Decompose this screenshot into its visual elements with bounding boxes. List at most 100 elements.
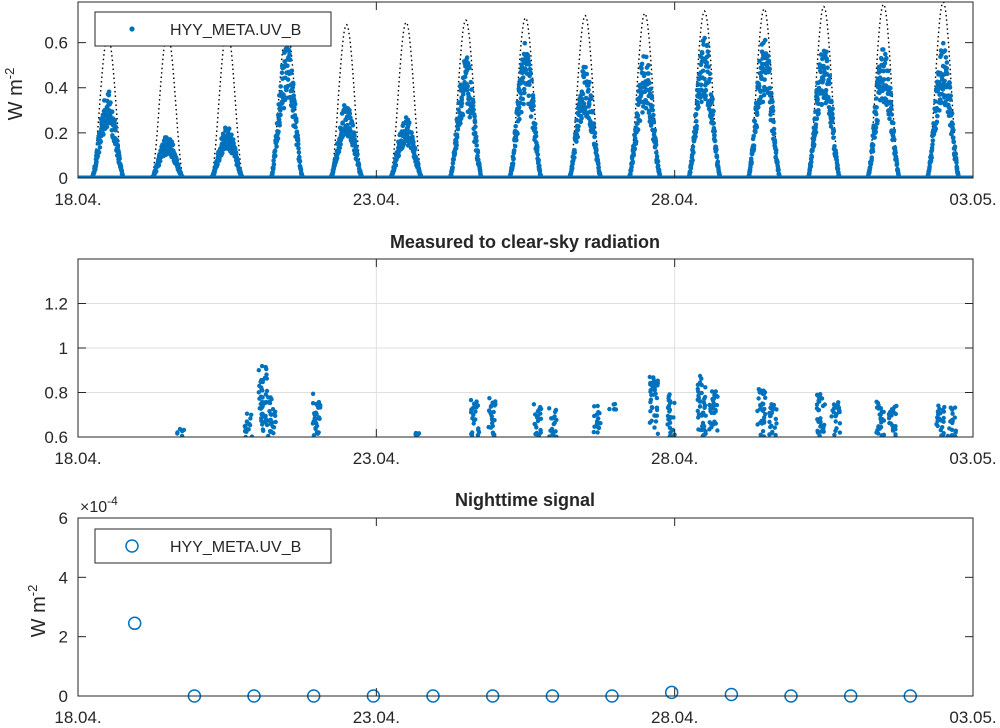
ratio-point [249,412,254,417]
ratio-point [952,415,957,420]
uvb-point [114,137,120,143]
ratio-point [243,426,249,431]
y-tick-label: 0.6 [44,34,68,53]
uvb-point [942,48,948,53]
uvb-point [873,111,879,117]
ratio-cluster [547,406,559,437]
uvb-point [469,87,475,92]
uvb-point [233,150,239,155]
x-tick-label: 18.04. [54,449,101,468]
ratio-point [837,421,843,426]
ratio-point [314,421,319,426]
ratio-point [892,404,897,409]
x-tick-label: 03.05. [949,708,996,727]
ratio-cluster [886,403,899,437]
uvb-point [939,100,944,105]
uvb-point [635,113,641,118]
uvb-point [352,132,357,138]
uvb-point [157,158,163,164]
uvb-point [658,175,664,178]
uvb-point [702,76,707,82]
uvb-point [293,124,298,130]
uvb-point [533,121,538,127]
uvb-point [824,49,829,55]
uvb-point [576,124,581,129]
ratio-point [950,418,955,424]
uvb-point [465,83,471,89]
ratio-point [311,433,317,437]
uvb-point [646,108,652,114]
uvb-point [475,153,480,159]
ratio-point [758,432,763,437]
ratio-point [703,413,708,418]
uvb-point [757,83,762,89]
uvb-point [275,136,281,141]
uvb-point [473,124,478,129]
uvb-point [754,124,760,130]
uvb-point [272,148,278,154]
ratio-point [269,429,274,434]
ratio-point [953,430,958,435]
ratio-point [768,413,773,419]
uvb-point [628,168,634,173]
uvb-point [97,145,103,150]
uvb-point [690,144,696,150]
ratio-point [248,416,253,421]
ratio-point [759,418,764,424]
ratio-point [767,419,772,425]
ratio-panel: Measured to clear-sky radiation 0.6 0.8 1 1… [44,232,996,468]
legend: HYY_META.UV_B [94,528,332,564]
uvb-point [462,74,468,80]
uvb-point [649,95,655,101]
ratio-point [832,432,837,437]
uvb-point [271,162,277,167]
ratio-point [703,431,708,436]
ratio-cluster [607,401,619,412]
uvb-point [108,100,113,105]
ratio-point [532,421,537,427]
uvb-point [694,118,699,124]
ratio-point [648,388,653,393]
uvb-point [937,108,942,113]
uvb-point [215,162,220,167]
uvb-point [943,55,949,60]
ratio-cluster [814,392,827,437]
uvb-point [574,117,579,123]
uvb-point [703,93,708,99]
uvb-point [450,160,456,166]
uvb-point [775,160,780,165]
uvb-point [511,148,517,153]
ratio-point [935,415,940,420]
uvb-point [770,105,775,110]
ratio-point [696,415,701,420]
uvb-point [290,86,295,91]
uvb-point [941,40,946,46]
ratio-point [820,427,826,432]
uvb-point [156,163,162,168]
y-axis-label-exponent: -2 [2,68,17,80]
ratio-point [700,420,706,426]
uvb-point [635,127,641,132]
uvb-point [296,141,301,147]
uvb-point [569,166,575,172]
uvb-point [271,158,276,163]
uvb-point [642,71,647,77]
ratio-point [713,407,718,413]
ratio-point [818,392,823,397]
ratio-point [881,409,886,415]
ratio-point [941,419,946,424]
uvb-point [873,125,879,130]
uvb-point [470,103,476,109]
nighttime-point [724,687,739,702]
ratio-point [486,424,491,430]
x-tick-label: 03.05. [949,190,996,209]
uvb-point [837,175,843,178]
uvb-point [950,121,955,127]
uvb-point [884,55,889,61]
uvb-point [465,87,470,93]
ratio-point [260,377,266,383]
uvb-point [459,101,465,106]
uvb-point [297,159,303,164]
uvb-point [712,138,718,144]
uvb-point [579,96,585,102]
